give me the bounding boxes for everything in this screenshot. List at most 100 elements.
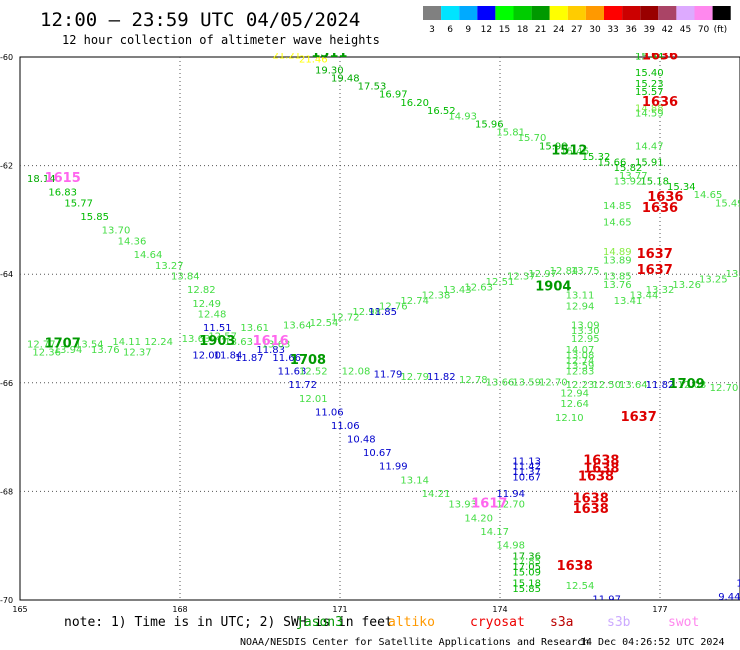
wave-height-value: 15.98 xyxy=(539,141,568,152)
wave-height-value: 12.70 xyxy=(710,383,739,394)
legend-swatch xyxy=(495,6,514,20)
wave-height-value: 13.44 xyxy=(630,291,659,302)
wave-height-value: 12.51 xyxy=(486,277,515,288)
wave-height-value: 13.89 xyxy=(603,255,632,266)
wave-height-value: 12.97 xyxy=(528,269,557,280)
wave-height-value: 12.78 xyxy=(459,375,488,386)
footer-note: note: 1) Time is in UTC; 2) SWH is in fe… xyxy=(64,615,393,630)
wave-height-value: 11.85 xyxy=(368,307,397,318)
pass-time-label: 1903 xyxy=(199,334,235,349)
wave-height-value: 12.74 xyxy=(566,356,595,367)
legend-bin-label: 24 xyxy=(553,25,565,35)
wave-height-value: 14.64 xyxy=(134,250,163,261)
wave-height-value: 13.54 xyxy=(75,340,104,351)
legend-bin-label: 27 xyxy=(571,25,582,35)
wave-height-value: 11.97 xyxy=(592,595,621,606)
wave-height-value: 13.75 xyxy=(571,266,600,277)
wave-height-value: 11.63 xyxy=(278,367,307,378)
wave-height-value: 11.72 xyxy=(288,380,317,391)
legend-swatch xyxy=(604,6,623,20)
x-tick-label: 168 xyxy=(172,605,187,614)
legend-swatch xyxy=(459,6,478,20)
wave-height-value: 13.59 xyxy=(512,378,541,389)
wave-height-value: 13.93 xyxy=(448,500,477,511)
wave-height-value: 12.94 xyxy=(560,388,589,399)
legend-swatch xyxy=(622,6,641,20)
wave-height-value: 15.82 xyxy=(614,163,643,174)
wave-height-value: 12.76 xyxy=(379,301,408,312)
pass-time-label: 1511 xyxy=(311,46,347,61)
wave-height-value: 11.83 xyxy=(256,345,285,356)
pass-time-label: 1636 xyxy=(642,95,678,110)
wave-height-value: 13.66 xyxy=(486,378,515,389)
y-tick-label: -60 xyxy=(0,53,13,62)
wave-height-value: 13.14 xyxy=(400,475,429,486)
wave-height-value: 12.36 xyxy=(32,348,61,359)
pass-time-label: 1638 xyxy=(557,559,593,574)
wave-height-value: 12.54 xyxy=(566,581,595,592)
pass-time-label: 1638 xyxy=(573,491,609,506)
wave-height-value: 12.08 xyxy=(342,367,371,378)
satellite-legend: jason3 altiko cryosat s3a s3b swot xyxy=(296,615,699,630)
legend-bin-label: 15 xyxy=(499,25,510,35)
legend-swatch xyxy=(549,6,568,20)
wave-height-value: 10.67 xyxy=(363,448,392,459)
wave-height-value: 10.43 xyxy=(736,578,740,589)
satellite-legend-item: s3a xyxy=(550,615,573,630)
wave-height-value: 13.43 xyxy=(443,285,472,296)
wave-height-value: 13.76 xyxy=(91,345,120,356)
satellite-pass-labels: 1511151216151636163616361636163716371904… xyxy=(45,46,705,574)
wave-height-value: 21.21 xyxy=(272,51,301,62)
wave-height-value: 13.63 xyxy=(224,337,253,348)
wave-height-value: 13.64 xyxy=(283,321,312,332)
wave-height-value: 12.48 xyxy=(198,310,227,321)
wave-height-value: 14.89 xyxy=(603,247,632,258)
wave-height-value: 12.64 xyxy=(560,399,589,410)
legend-bin-label: 70 xyxy=(698,25,710,35)
pass-time-label: 1636 xyxy=(642,49,678,64)
wave-height-value: 14.65 xyxy=(603,217,632,228)
wave-height-value: 14.07 xyxy=(566,345,595,356)
legend-bin-label: 30 xyxy=(589,25,601,35)
wave-height-value: 13.32 xyxy=(646,285,675,296)
wave-height-value: 12.10 xyxy=(555,413,584,424)
wave-height-value: 19.48 xyxy=(331,73,360,84)
wave-height-value: 12.77 xyxy=(27,340,56,351)
wave-height-value: 14.20 xyxy=(464,513,493,524)
legend-bin-label: 45 xyxy=(680,25,691,35)
satellite-legend-item: s3b xyxy=(607,615,631,630)
wave-height-value: 12.98 xyxy=(352,307,381,318)
wave-height-value: 12.79 xyxy=(400,372,429,383)
wave-height-value: 9.44 xyxy=(718,592,740,603)
wave-height-value: 12.50 xyxy=(592,380,621,391)
wave-height-value: 11.66 xyxy=(272,353,301,364)
wave-height-value: 11.82 xyxy=(427,372,456,383)
legend-bin-label: 9 xyxy=(465,25,471,35)
wave-height-value: 13.25 xyxy=(699,274,728,285)
x-tick-label: 171 xyxy=(332,605,347,614)
wave-height-value: 14.59 xyxy=(635,109,664,120)
wave-height-value: 13.76 xyxy=(603,280,632,291)
wave-height-value: 19.30 xyxy=(315,65,344,76)
legend-bin-label: 12 xyxy=(481,25,492,35)
y-tick-label: -64 xyxy=(0,270,13,279)
wave-height-value: 15.46 xyxy=(560,147,589,158)
wave-height-value: 15.85 xyxy=(512,584,541,595)
wave-height-value: 15.66 xyxy=(598,158,627,169)
pass-time-label: 1615 xyxy=(45,171,81,186)
wave-height-value: 12.63 xyxy=(464,282,493,293)
wave-height-value: 16.52 xyxy=(427,106,456,117)
wave-height-value: 17.36 xyxy=(512,551,541,562)
pass-time-label: 1638 xyxy=(573,502,609,517)
wave-height-value: 15.81 xyxy=(496,128,525,139)
y-tick-label: -62 xyxy=(0,162,13,171)
wave-height-value: 13.63 xyxy=(182,334,211,345)
legend-swatch xyxy=(477,6,496,20)
wave-height-value: 8.43 xyxy=(633,616,655,627)
pass-time-label: 1616 xyxy=(253,334,289,349)
wave-height-value: 12.70 xyxy=(496,500,525,511)
wave-height-value: 12.37 xyxy=(507,272,536,283)
wave-height-value: 11.37 xyxy=(512,467,541,478)
wave-height-value: 11.79 xyxy=(374,369,403,380)
